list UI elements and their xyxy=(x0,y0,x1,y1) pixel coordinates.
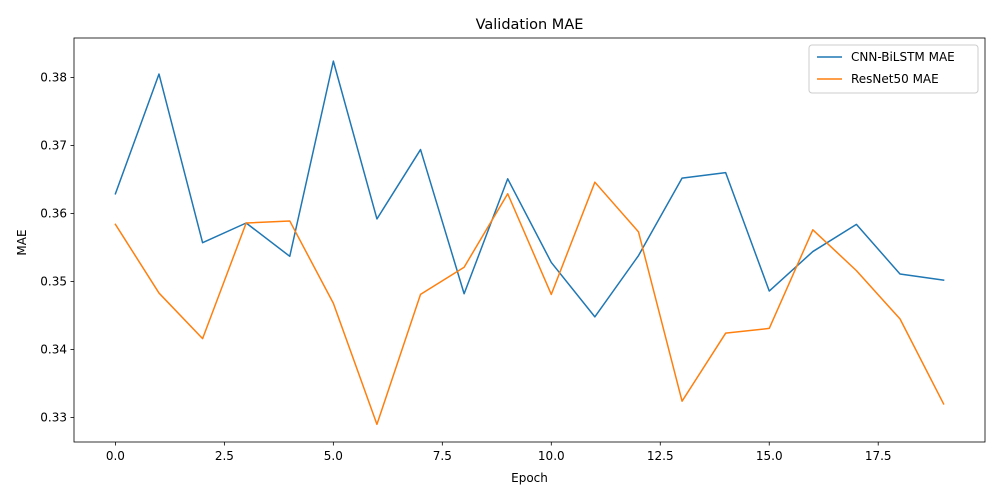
x-tick-label: 10.0 xyxy=(538,449,565,463)
x-axis-label: Epoch xyxy=(511,471,548,485)
y-axis-label: MAE xyxy=(15,229,29,255)
x-tick-label: 2.5 xyxy=(215,449,234,463)
x-tick-label: 0.0 xyxy=(106,449,125,463)
legend-label-0: CNN-BiLSTM MAE xyxy=(851,50,955,64)
x-tick-label: 5.0 xyxy=(324,449,343,463)
legend-label-1: ResNet50 MAE xyxy=(851,72,939,86)
y-tick-label: 0.37 xyxy=(40,138,67,152)
series-line-1 xyxy=(114,181,945,426)
x-tick-label: 15.0 xyxy=(756,449,783,463)
y-tick-label: 0.35 xyxy=(40,274,67,288)
y-tick-label: 0.38 xyxy=(40,70,67,84)
y-tick-label: 0.33 xyxy=(40,411,67,425)
x-tick-label: 17.5 xyxy=(865,449,892,463)
chart-title: Validation MAE xyxy=(476,17,584,33)
x-tick-label: 12.5 xyxy=(647,449,674,463)
axes-frame xyxy=(73,37,986,443)
legend-box xyxy=(808,44,979,94)
legend: CNN-BiLSTM MAE ResNet50 MAE xyxy=(808,44,979,94)
y-tick-label: 0.34 xyxy=(40,343,67,357)
y-tick-label: 0.36 xyxy=(40,206,67,220)
x-tick-label: 7.5 xyxy=(433,449,452,463)
series-line-0 xyxy=(114,60,945,318)
plot-area: 0.0 2.5 5.0 7.5 10.0 12.5 15.0 17.5 0.33 0.34 0.35… xyxy=(40,37,986,463)
